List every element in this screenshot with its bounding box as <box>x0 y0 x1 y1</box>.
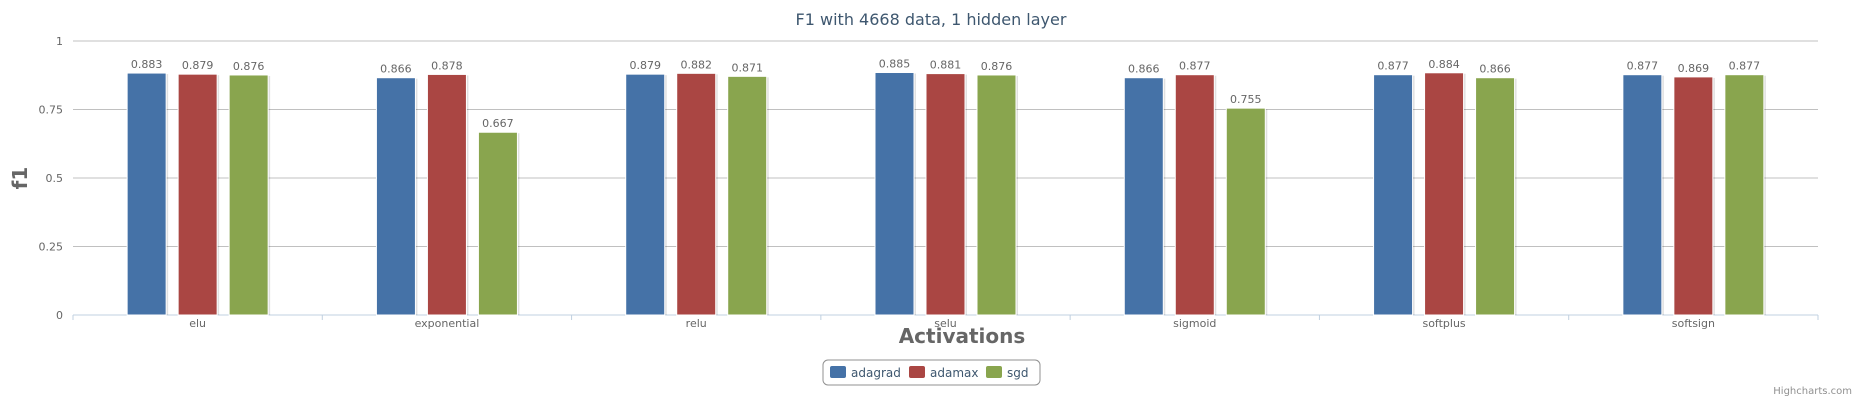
bar-sgd[interactable] <box>727 75 768 316</box>
data-label: 0.876 <box>233 60 265 73</box>
x-tick-label: exponential <box>415 317 480 330</box>
y-tick-label: 0.5 <box>46 172 64 185</box>
bar-adagrad[interactable] <box>1123 77 1164 316</box>
chart-title: F1 with 4668 data, 1 hidden layer <box>796 10 1067 29</box>
bar-adamax[interactable] <box>676 72 717 316</box>
data-label: 0.876 <box>981 60 1013 73</box>
data-label: 0.877 <box>1627 60 1659 73</box>
data-label: 0.871 <box>731 61 763 74</box>
data-label: 0.878 <box>431 59 463 72</box>
data-label: 0.882 <box>680 58 712 71</box>
data-labels: 0.883 0.879 0.876 0.866 0.878 0.667 0.879 0.882… <box>131 58 1760 131</box>
bar-adagrad[interactable] <box>1622 74 1663 316</box>
bar-adamax[interactable] <box>1174 74 1215 316</box>
data-label: 0.885 <box>879 58 911 71</box>
legend-box <box>822 359 1041 386</box>
legend: adagrad adamax sgd <box>822 359 1041 386</box>
data-label: 0.879 <box>629 59 661 72</box>
y-axis-ticks: 0 0.25 0.5 0.75 1 <box>39 35 64 322</box>
bar-adamax[interactable] <box>1424 72 1465 316</box>
legend-item-adagrad[interactable]: adagrad <box>830 366 901 380</box>
x-tick-label: selu <box>934 317 957 330</box>
data-label: 0.869 <box>1678 62 1710 75</box>
bar-adagrad[interactable] <box>375 77 416 316</box>
x-tick-label: softsign <box>1672 317 1715 330</box>
bar-sgd[interactable] <box>1225 107 1266 316</box>
bar-adamax[interactable] <box>426 73 467 316</box>
bar-sgd[interactable] <box>228 74 269 316</box>
legend-item-adamax[interactable]: adamax <box>909 366 978 380</box>
data-label: 0.866 <box>1479 63 1511 76</box>
data-label: 0.877 <box>1377 60 1409 73</box>
legend-label: sgd <box>1007 366 1029 380</box>
data-label: 0.877 <box>1179 60 1211 73</box>
y-tick-label: 0 <box>56 309 63 322</box>
data-label: 0.883 <box>131 58 163 71</box>
bar-adamax[interactable] <box>177 73 218 316</box>
x-tick-label: relu <box>686 317 707 330</box>
data-label: 0.755 <box>1230 93 1262 106</box>
bar-adagrad[interactable] <box>126 72 167 316</box>
y-tick-label: 0.75 <box>39 104 64 117</box>
y-axis-title: f1 <box>8 167 32 190</box>
bar-sgd[interactable] <box>1475 77 1516 316</box>
x-tick-label: elu <box>189 317 206 330</box>
x-tick-label: softplus <box>1422 317 1465 330</box>
data-label: 0.866 <box>380 63 412 76</box>
bar-sgd[interactable] <box>976 74 1017 316</box>
legend-label: adamax <box>930 366 978 380</box>
x-axis-ticks: elu exponential relu selu sigmoid softplus sof… <box>72 315 1819 330</box>
bar-adagrad[interactable] <box>874 72 915 316</box>
data-label: 0.667 <box>482 117 514 130</box>
legend-swatch <box>830 366 846 378</box>
credits[interactable]: Highcharts.com <box>1773 386 1852 397</box>
legend-swatch <box>909 366 925 378</box>
legend-swatch <box>986 366 1002 378</box>
bar-sgd[interactable] <box>477 131 518 316</box>
data-label: 0.866 <box>1128 63 1160 76</box>
data-label: 0.884 <box>1428 58 1460 71</box>
x-tick-label: sigmoid <box>1173 317 1216 330</box>
x-axis-title: Activations <box>899 324 1026 348</box>
y-tick-label: 0.25 <box>39 241 64 254</box>
legend-label: adagrad <box>851 366 901 380</box>
y-tick-label: 1 <box>56 35 63 48</box>
bars <box>126 72 1766 316</box>
data-label: 0.879 <box>182 59 214 72</box>
data-label: 0.881 <box>930 59 962 72</box>
bar-adagrad[interactable] <box>625 73 666 316</box>
data-label: 0.877 <box>1729 60 1761 73</box>
bar-adagrad[interactable] <box>1373 74 1414 316</box>
bar-adamax[interactable] <box>1673 76 1714 316</box>
legend-item-sgd[interactable]: sgd <box>986 366 1029 380</box>
bar-sgd[interactable] <box>1724 74 1765 316</box>
bar-adamax[interactable] <box>925 73 966 316</box>
